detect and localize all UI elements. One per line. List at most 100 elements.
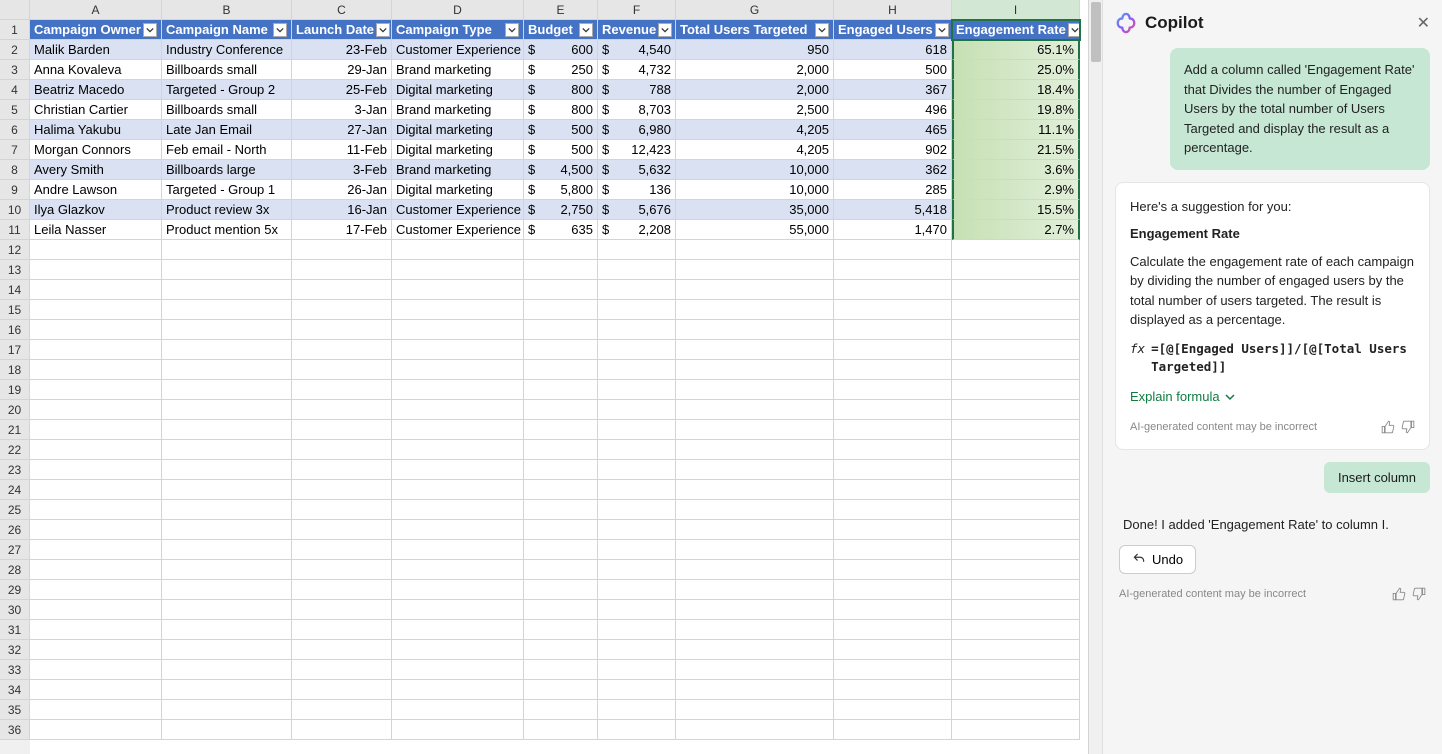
empty-cell[interactable] [392, 540, 524, 560]
row-header[interactable]: 3 [0, 60, 30, 80]
empty-cell[interactable] [598, 440, 676, 460]
row-header[interactable]: 22 [0, 440, 30, 460]
row-header[interactable]: 17 [0, 340, 30, 360]
thumbs-up-icon[interactable] [1381, 420, 1395, 434]
empty-cell[interactable] [30, 460, 162, 480]
empty-cell[interactable] [292, 320, 392, 340]
empty-cell[interactable] [834, 380, 952, 400]
empty-cell[interactable] [834, 300, 952, 320]
cell[interactable]: Leila Nasser [30, 220, 162, 240]
empty-cell[interactable] [834, 700, 952, 720]
empty-cell[interactable] [30, 300, 162, 320]
cell[interactable]: $2,750 [524, 200, 598, 220]
cell[interactable]: 27-Jan [292, 120, 392, 140]
empty-cell[interactable] [524, 720, 598, 740]
cell[interactable]: Anna Kovaleva [30, 60, 162, 80]
cell[interactable]: Christian Cartier [30, 100, 162, 120]
cell[interactable]: Digital marketing [392, 140, 524, 160]
empty-cell[interactable] [598, 600, 676, 620]
empty-cell[interactable] [952, 440, 1080, 460]
row-header[interactable]: 32 [0, 640, 30, 660]
close-icon[interactable]: ✕ [1417, 13, 1430, 33]
cell[interactable]: 618 [834, 40, 952, 60]
empty-cell[interactable] [392, 600, 524, 620]
empty-cell[interactable] [162, 400, 292, 420]
cell[interactable]: 4,205 [676, 140, 834, 160]
row-header[interactable]: 21 [0, 420, 30, 440]
empty-cell[interactable] [30, 440, 162, 460]
cell[interactable]: Brand marketing [392, 60, 524, 80]
row-header[interactable]: 36 [0, 720, 30, 740]
table-header-cell[interactable]: Engaged Users [834, 20, 952, 40]
empty-cell[interactable] [30, 680, 162, 700]
empty-cell[interactable] [292, 480, 392, 500]
empty-cell[interactable] [834, 500, 952, 520]
cell[interactable]: 5,418 [834, 200, 952, 220]
row-header[interactable]: 4 [0, 80, 30, 100]
empty-cell[interactable] [676, 400, 834, 420]
empty-cell[interactable] [598, 560, 676, 580]
empty-cell[interactable] [30, 660, 162, 680]
empty-cell[interactable] [30, 500, 162, 520]
empty-cell[interactable] [952, 240, 1080, 260]
cell[interactable]: 21.5% [952, 140, 1080, 160]
cell[interactable]: Billboards large [162, 160, 292, 180]
empty-cell[interactable] [952, 400, 1080, 420]
row-header[interactable]: 27 [0, 540, 30, 560]
empty-cell[interactable] [392, 640, 524, 660]
table-header-cell[interactable]: Budget [524, 20, 598, 40]
empty-cell[interactable] [162, 440, 292, 460]
empty-cell[interactable] [834, 240, 952, 260]
empty-cell[interactable] [30, 700, 162, 720]
empty-cell[interactable] [162, 300, 292, 320]
empty-cell[interactable] [162, 280, 292, 300]
empty-cell[interactable] [162, 680, 292, 700]
row-header[interactable]: 34 [0, 680, 30, 700]
empty-cell[interactable] [676, 560, 834, 580]
row-header[interactable]: 9 [0, 180, 30, 200]
empty-cell[interactable] [676, 640, 834, 660]
cell[interactable]: $4,500 [524, 160, 598, 180]
empty-cell[interactable] [834, 400, 952, 420]
empty-cell[interactable] [598, 580, 676, 600]
filter-dropdown-icon[interactable] [579, 23, 593, 37]
empty-cell[interactable] [162, 360, 292, 380]
empty-cell[interactable] [162, 240, 292, 260]
empty-cell[interactable] [676, 260, 834, 280]
empty-cell[interactable] [598, 420, 676, 440]
empty-cell[interactable] [292, 680, 392, 700]
cell[interactable]: Brand marketing [392, 160, 524, 180]
cell[interactable]: Targeted - Group 1 [162, 180, 292, 200]
row-header[interactable]: 14 [0, 280, 30, 300]
empty-cell[interactable] [392, 440, 524, 460]
empty-cell[interactable] [676, 520, 834, 540]
empty-cell[interactable] [30, 340, 162, 360]
cell[interactable]: $600 [524, 40, 598, 60]
row-header[interactable]: 29 [0, 580, 30, 600]
cell[interactable]: 902 [834, 140, 952, 160]
empty-cell[interactable] [676, 380, 834, 400]
filter-dropdown-icon[interactable] [1068, 23, 1080, 37]
empty-cell[interactable] [392, 420, 524, 440]
cell[interactable]: 11-Feb [292, 140, 392, 160]
cell[interactable]: 950 [676, 40, 834, 60]
empty-cell[interactable] [676, 500, 834, 520]
column-header-C[interactable]: C [292, 0, 392, 20]
empty-cell[interactable] [524, 620, 598, 640]
empty-cell[interactable] [162, 460, 292, 480]
cell[interactable]: Digital marketing [392, 80, 524, 100]
empty-cell[interactable] [292, 580, 392, 600]
empty-cell[interactable] [162, 420, 292, 440]
empty-cell[interactable] [834, 360, 952, 380]
empty-cell[interactable] [30, 380, 162, 400]
empty-cell[interactable] [524, 240, 598, 260]
empty-cell[interactable] [598, 400, 676, 420]
empty-cell[interactable] [834, 540, 952, 560]
empty-cell[interactable] [30, 560, 162, 580]
empty-cell[interactable] [392, 340, 524, 360]
empty-cell[interactable] [952, 640, 1080, 660]
table-header-cell[interactable]: Revenue [598, 20, 676, 40]
empty-cell[interactable] [834, 280, 952, 300]
cell[interactable]: 65.1% [952, 40, 1080, 60]
empty-cell[interactable] [676, 300, 834, 320]
